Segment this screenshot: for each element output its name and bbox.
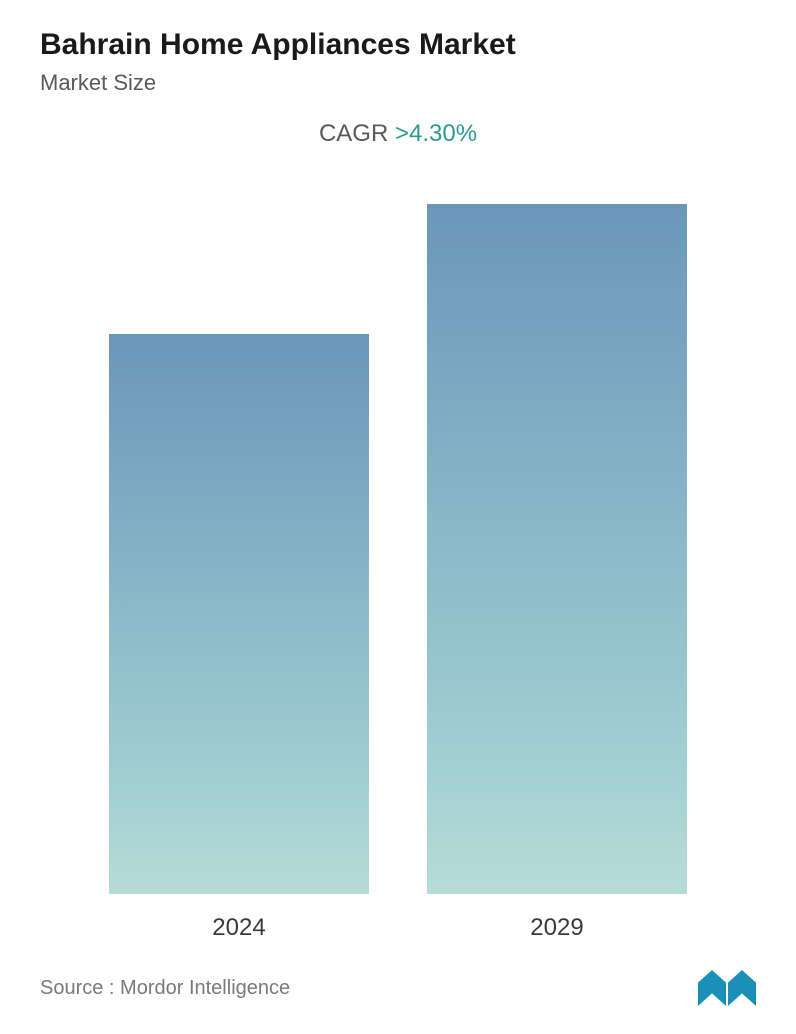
cagr-label: CAGR bbox=[319, 120, 395, 147]
footer: Source : Mordor Intelligence bbox=[40, 950, 756, 1006]
source-text: Source : Mordor Intelligence bbox=[40, 977, 290, 1000]
bar-label-2024: 2024 bbox=[212, 914, 265, 942]
brand-logo-icon bbox=[698, 970, 756, 1006]
logo-shape-2 bbox=[728, 970, 756, 1006]
logo-shape-1 bbox=[698, 970, 726, 1006]
bar-label-2029: 2029 bbox=[530, 914, 583, 942]
bar-wrapper-2029: 2029 bbox=[427, 204, 687, 942]
cagr-value: >4.30% bbox=[395, 120, 477, 147]
bar-wrapper-2024: 2024 bbox=[109, 334, 369, 942]
chart-title: Bahrain Home Appliances Market bbox=[40, 28, 756, 62]
chart-area: 2024 2029 bbox=[40, 188, 756, 942]
bar-2029 bbox=[427, 204, 687, 894]
bar-2024 bbox=[109, 334, 369, 894]
cagr-row: CAGR >4.30% bbox=[40, 120, 756, 148]
chart-subtitle: Market Size bbox=[40, 70, 756, 96]
chart-container: Bahrain Home Appliances Market Market Si… bbox=[0, 0, 796, 1034]
